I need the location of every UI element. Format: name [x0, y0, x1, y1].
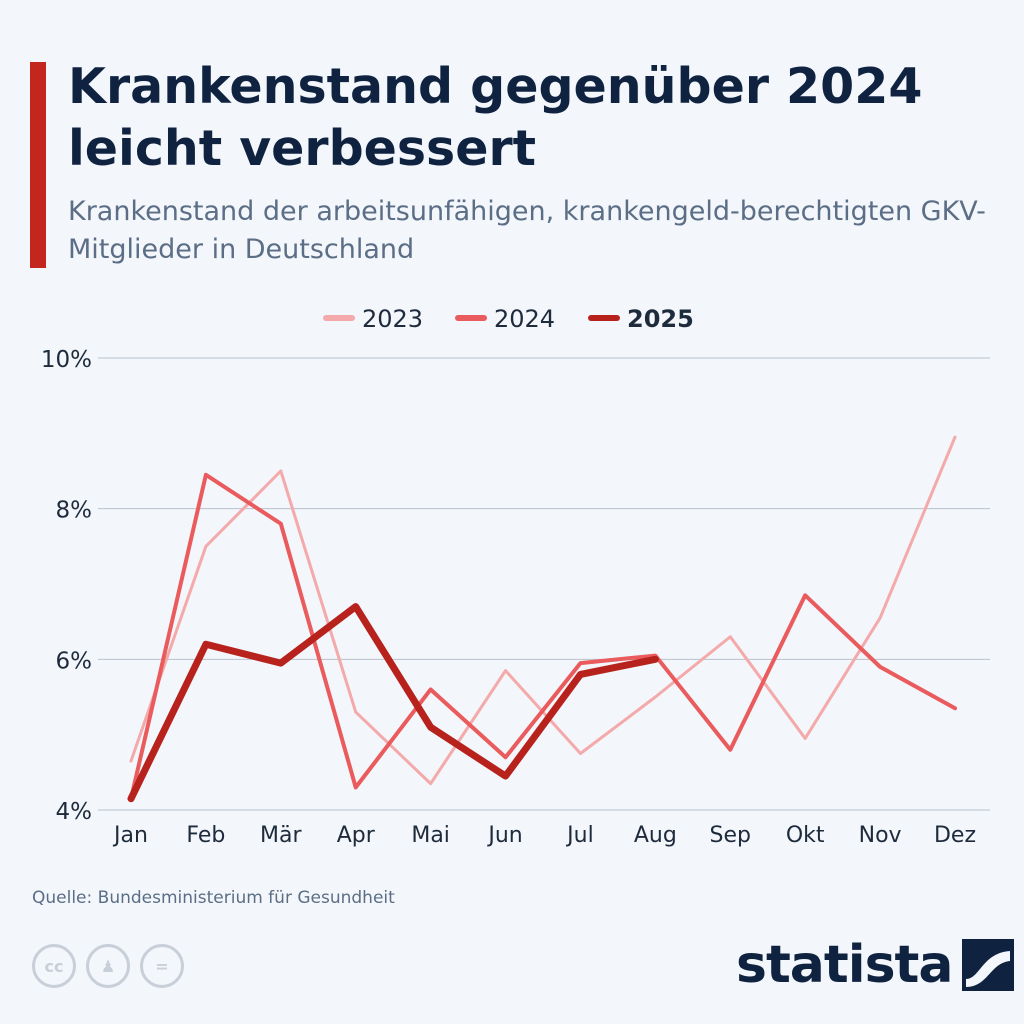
legend-label-2024[interactable]: 2024: [494, 305, 555, 333]
attribution-icon[interactable]: ♟: [86, 944, 130, 988]
x-tick-label: Sep: [710, 823, 751, 848]
chart-series: [127, 435, 957, 803]
y-tick-label: 4%: [56, 799, 93, 825]
series-line-2025: [127, 603, 659, 803]
legend-label-2025[interactable]: 2025: [627, 305, 694, 333]
y-tick-label: 10%: [41, 347, 92, 373]
source-note: Quelle: Bundesministerium für Gesundheit: [32, 888, 395, 908]
y-tick-label: 8%: [56, 498, 93, 524]
chart-subtitle: Krankenstand der arbeitsunfähigen, krank…: [68, 196, 986, 265]
x-tick-label: Feb: [186, 823, 225, 848]
legend-label-2023[interactable]: 2023: [362, 305, 423, 333]
x-tick-label: Okt: [786, 823, 825, 848]
no-derivatives-icon[interactable]: =: [140, 944, 184, 988]
x-tick-label: Mai: [411, 823, 450, 848]
brand-name: statista: [736, 935, 953, 995]
y-axis: 4% 6% 8% 10%: [41, 347, 92, 825]
x-tick-label: Nov: [859, 823, 902, 848]
cc-icon[interactable]: cc: [32, 944, 76, 988]
x-tick-label: Jul: [565, 823, 594, 848]
x-tick-label: Jan: [112, 823, 148, 848]
y-tick-label: 6%: [56, 648, 93, 674]
brand-logo[interactable]: statista: [736, 930, 1015, 1000]
x-tick-label: Aug: [634, 823, 677, 848]
series-line-2024: [129, 472, 957, 801]
statista-logo-icon: [962, 939, 1015, 991]
x-tick-label: Dez: [934, 823, 976, 848]
chart-legend: 2023 2024 2025: [323, 305, 694, 333]
line-chart: 2023 2024 2025 4% 6% 8% 10% Jan Feb Mär Apr Mai Ju…: [41, 305, 990, 848]
chart-title: Krankenstand gegenüber 2024 leicht verbe…: [68, 58, 923, 177]
x-tick-label: Apr: [337, 823, 376, 848]
chart-grid: [98, 357, 990, 811]
x-axis: Jan Feb Mär Apr Mai Jun Jul Aug Sep Okt Nov Dez: [112, 823, 976, 848]
series-line-2023: [129, 435, 957, 786]
x-tick-label: Mär: [260, 823, 302, 848]
license-icons: cc ♟ =: [32, 944, 184, 988]
accent-bar: [30, 62, 46, 268]
x-tick-label: Jun: [486, 823, 522, 848]
